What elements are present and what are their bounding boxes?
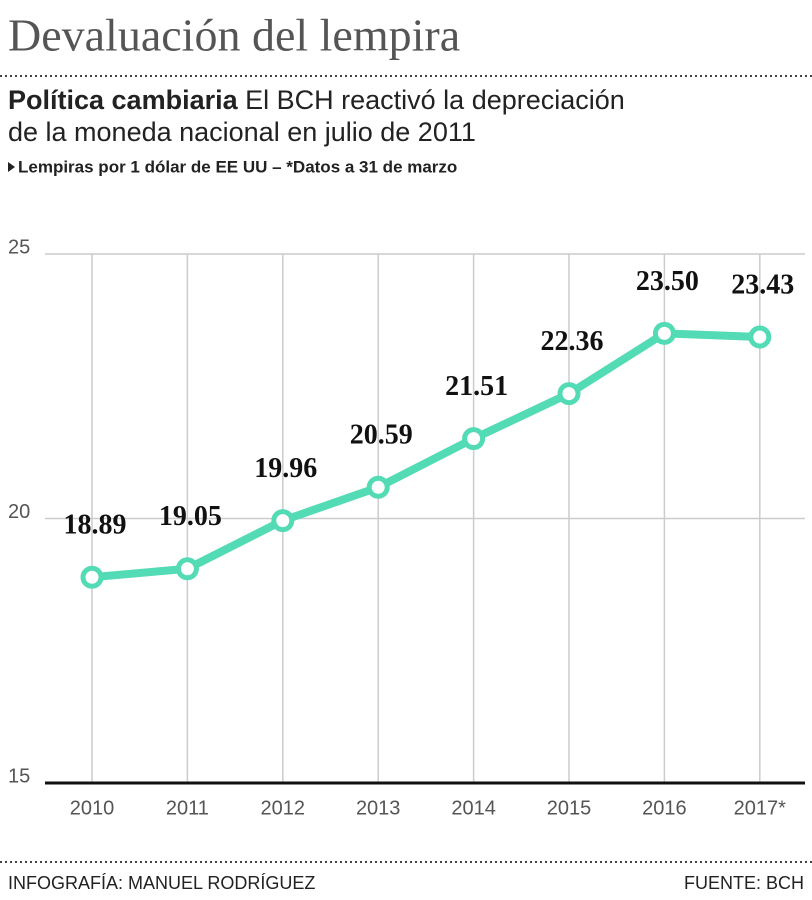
note-marker — [8, 162, 15, 172]
data-label: 18.89 — [64, 510, 127, 541]
data-label: 21.51 — [445, 371, 508, 402]
x-tick-label: 2013 — [356, 797, 401, 819]
point — [462, 427, 486, 451]
subtitle-line: de la moneda nacional en julio de 2011 — [8, 117, 476, 147]
point — [271, 509, 295, 533]
x-tick-label: 2010 — [70, 797, 115, 819]
point — [748, 325, 772, 349]
point — [652, 321, 676, 345]
point — [80, 565, 104, 589]
data-label: 22.36 — [541, 326, 604, 357]
source: FUENTE: BCH — [684, 873, 804, 893]
x-tick-label: 2016 — [642, 797, 687, 819]
point — [557, 382, 581, 406]
y-tick-label: 15 — [8, 765, 30, 787]
data-label: 23.43 — [731, 269, 794, 300]
x-tick-label: 2014 — [451, 797, 496, 819]
plot-area: 2010 2011 2012 2013 2014 2015 2016 2017* 15 20 25 1… — [8, 236, 805, 819]
point — [175, 557, 199, 581]
y-tick-label: 20 — [8, 501, 30, 523]
credit: INFOGRAFÍA: MANUEL RODRÍGUEZ — [8, 873, 315, 893]
note: Lempiras por 1 dólar de EE UU – *Datos a… — [18, 157, 457, 176]
point — [366, 475, 390, 499]
chart-title: Devaluación del lempira — [8, 10, 460, 61]
line — [88, 329, 764, 582]
x-tick-label: 2017* — [734, 797, 786, 819]
data-label: 19.96 — [254, 453, 317, 484]
x-tick-label: 2012 — [261, 797, 306, 819]
x-tick-label: 2015 — [547, 797, 592, 819]
subtitle-lead: Política cambiaria — [8, 85, 239, 115]
subtitle-line: El BCH reactivó la depreciación — [245, 85, 625, 115]
x-tick-label: 2011 — [166, 797, 209, 819]
data-label: 19.05 — [159, 501, 222, 532]
subtitle: Política cambiaria El BCH reactivó la de… — [8, 85, 625, 115]
data-label: 23.50 — [636, 266, 699, 297]
y-tick-label: 25 — [8, 236, 30, 258]
data-label: 20.59 — [350, 420, 413, 451]
